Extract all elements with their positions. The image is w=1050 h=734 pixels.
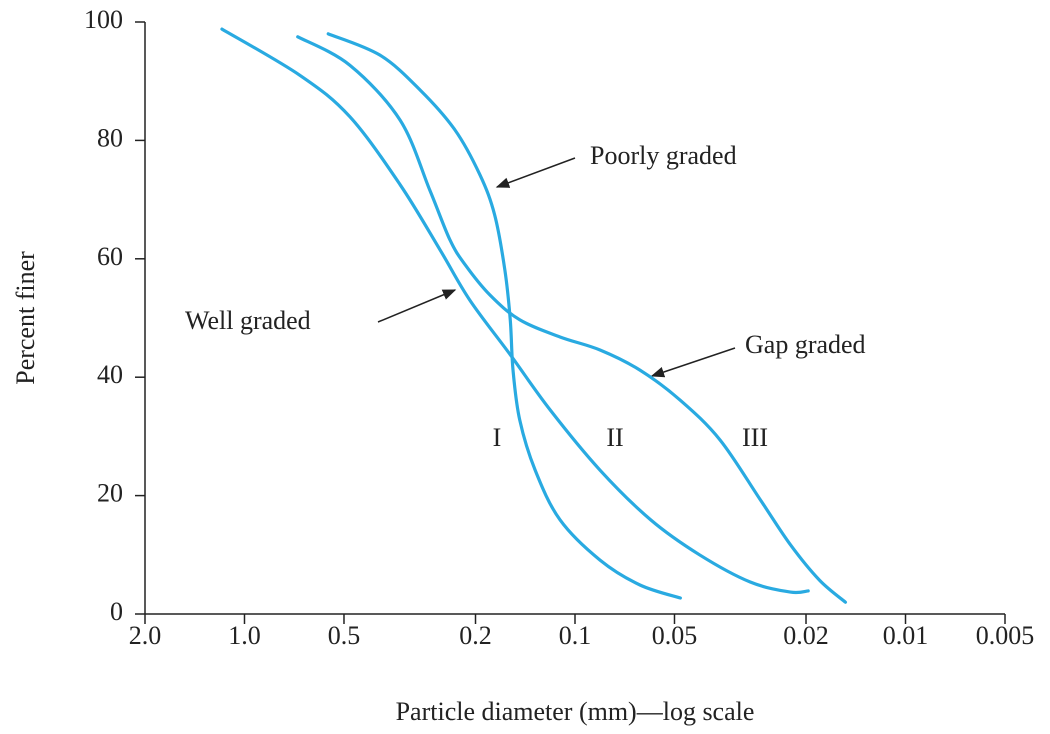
arrow — [377, 289, 457, 323]
series-label: Well graded — [185, 306, 311, 335]
x-tick-label: 0.005 — [976, 621, 1035, 650]
annotation: I — [493, 423, 502, 452]
x-tick-label: 1.0 — [228, 621, 261, 650]
y-tick-label: 100 — [84, 5, 123, 34]
curve — [220, 27, 810, 595]
y-axis-label: Percent finer — [11, 251, 40, 385]
x-tick-label: 0.05 — [652, 621, 698, 650]
curve — [296, 35, 848, 604]
x-tick-label: 0.02 — [783, 621, 829, 650]
y-tick-label: 80 — [97, 123, 123, 152]
x-tick-label: 2.0 — [129, 621, 162, 650]
arrow — [650, 347, 736, 378]
annotation: II — [606, 423, 623, 452]
y-tick-label: 60 — [97, 242, 123, 271]
x-tick-label: 0.2 — [459, 621, 492, 650]
x-tick-label: 0.1 — [559, 621, 592, 650]
x-tick-label: 0.5 — [328, 621, 361, 650]
x-tick-label: 0.01 — [883, 621, 929, 650]
x-axis-label: Particle diameter (mm)—log scale — [396, 697, 755, 726]
arrow — [495, 157, 576, 188]
annotation: III — [742, 423, 768, 452]
series-label: Gap graded — [745, 330, 866, 359]
curve — [326, 32, 682, 600]
series-label: Poorly graded — [590, 141, 737, 170]
y-tick-label: 20 — [97, 479, 123, 508]
y-tick-label: 40 — [97, 360, 123, 389]
y-tick-label: 0 — [110, 597, 123, 626]
